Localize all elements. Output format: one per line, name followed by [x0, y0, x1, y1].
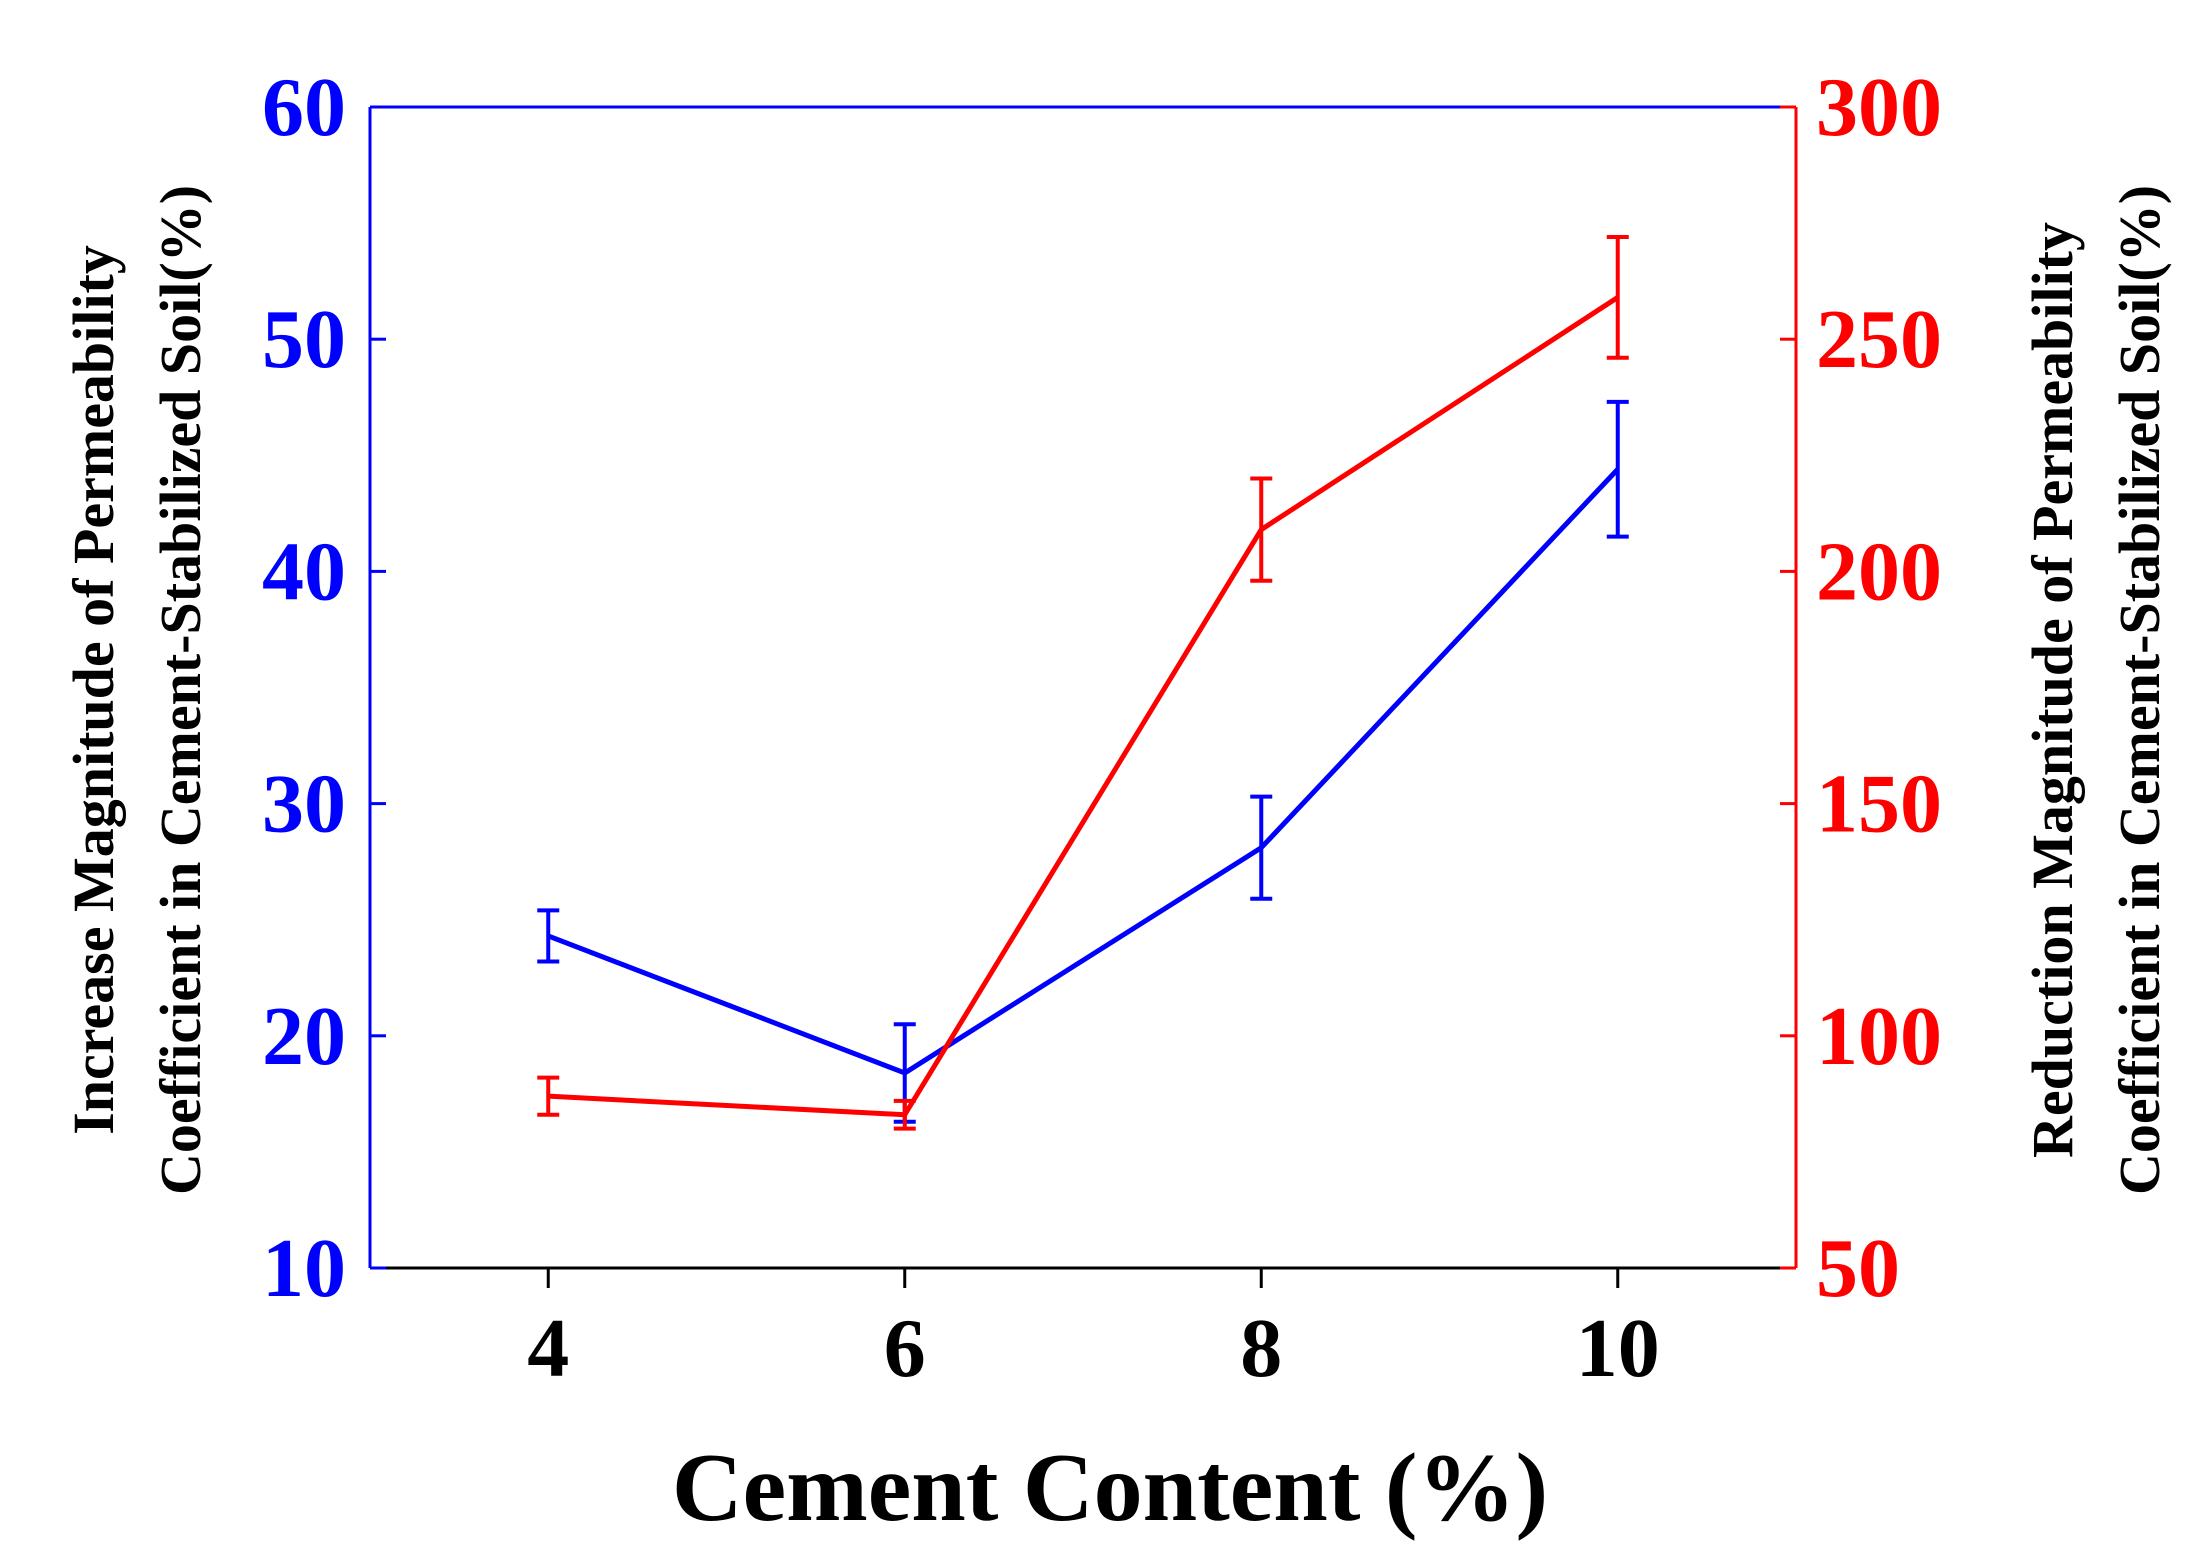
y-right-tick-label: 150 — [1816, 758, 1942, 851]
x-tick-label: 4 — [527, 1302, 569, 1395]
series-layer — [537, 235, 1629, 1131]
y-right-tick-label: 300 — [1816, 61, 1942, 154]
y-left-tick-label: 50 — [262, 293, 346, 386]
y-left-tick-label: 20 — [262, 990, 346, 1083]
series-left-line — [547, 467, 1620, 1076]
y-left-title-line2: Coefficient in Cement-Stabilized Soil(%) — [148, 185, 213, 1195]
y-left-tick-label: 40 — [262, 525, 346, 618]
y-right-tick-label: 100 — [1816, 990, 1942, 1083]
y-left-tick-label: 10 — [262, 1222, 346, 1315]
x-tick-label: 8 — [1240, 1302, 1282, 1395]
series-right-line — [548, 295, 1620, 1118]
x-tick-label: 6 — [884, 1302, 926, 1395]
y-left-tick-label: 30 — [262, 758, 346, 851]
x-axis-title: Cement Content (%) — [672, 1434, 1548, 1542]
y-right-title-line1: Reduction Magnitude of Permeability — [2020, 222, 2085, 1158]
y-right-title-line2: Coefficient in Cement-Stabilized Soil(%) — [2107, 185, 2172, 1195]
x-tick-label: 10 — [1576, 1302, 1660, 1395]
y-right-tick-label: 250 — [1816, 293, 1942, 386]
tick-labels: 10 20 30 40 50 60 50 100 150 200 250 300 4 6 8 10 — [262, 61, 1942, 1395]
y-left-tick-label: 60 — [262, 61, 346, 154]
y-left-title-line1: Increase Magnitude of Permeability — [61, 245, 126, 1135]
axes — [368, 105, 1798, 1288]
y-right-tick-label: 200 — [1816, 525, 1942, 618]
y-right-tick-label: 50 — [1816, 1222, 1900, 1315]
